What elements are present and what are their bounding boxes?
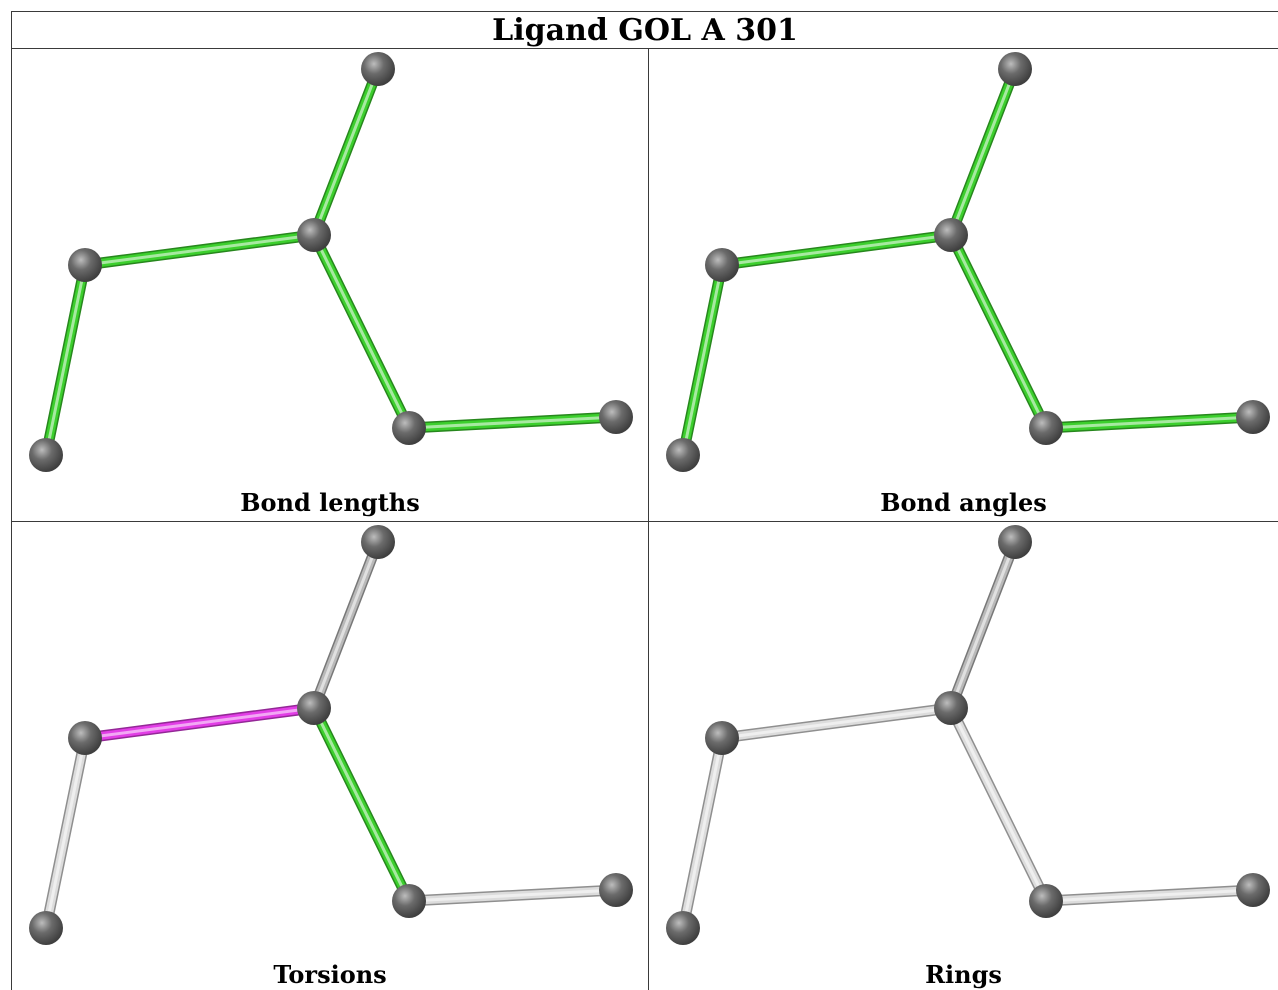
- bond-A2-A3: [716, 702, 957, 744]
- atom-A4: [998, 52, 1032, 86]
- bond-A3-A5: [308, 702, 415, 907]
- atom-A3: [297, 218, 331, 252]
- bond-A2-A3: [716, 229, 957, 271]
- panel-caption: Rings: [925, 960, 1002, 989]
- bond-A3-A4: [945, 536, 1021, 714]
- bond-A1-A2: [40, 732, 91, 934]
- bond-A3-A5: [945, 229, 1052, 434]
- panel-caption: Bond angles: [880, 488, 1047, 517]
- bond-A3-A4: [308, 536, 384, 714]
- panel-caption: Bond lengths: [240, 488, 420, 517]
- panel-caption: Torsions: [273, 960, 387, 989]
- bond-A3-A5: [308, 229, 415, 434]
- panel-bond-lengths: Bond lengths: [12, 49, 648, 521]
- atom-A3: [934, 691, 968, 725]
- molecule-view: [666, 52, 1270, 472]
- atom-A1: [29, 438, 63, 472]
- bond-A5-A6: [403, 411, 622, 434]
- bond-A2-A3: [79, 229, 320, 271]
- molecule-view: [29, 525, 633, 945]
- atom-A5: [1029, 884, 1063, 918]
- atom-A3: [934, 218, 968, 252]
- atom-A2: [705, 721, 739, 755]
- figure-frame: [11, 11, 1278, 990]
- atom-A6: [1236, 400, 1270, 434]
- atom-A5: [392, 411, 426, 445]
- atom-A2: [68, 721, 102, 755]
- bond-A1-A2: [677, 259, 728, 461]
- figure-title: Ligand GOL A 301: [492, 13, 798, 48]
- atom-A1: [666, 438, 700, 472]
- bond-A5-A6: [1040, 884, 1259, 907]
- atom-A1: [666, 911, 700, 945]
- atom-A5: [1029, 411, 1063, 445]
- atom-A6: [1236, 873, 1270, 907]
- atom-A4: [361, 525, 395, 559]
- atom-A4: [361, 52, 395, 86]
- atom-A2: [68, 248, 102, 282]
- atom-A5: [392, 884, 426, 918]
- title-divider: [11, 48, 1278, 49]
- atom-A6: [599, 400, 633, 434]
- atom-A4: [998, 525, 1032, 559]
- molecule-view: [29, 52, 633, 472]
- panel-rings: Rings: [649, 522, 1278, 990]
- bond-A5-A6: [403, 884, 622, 907]
- atom-A3: [297, 691, 331, 725]
- column-divider: [648, 48, 649, 990]
- bond-A2-A3: [79, 702, 320, 744]
- atom-A2: [705, 248, 739, 282]
- bond-A5-A6: [1040, 411, 1259, 434]
- molecule-view: [666, 525, 1270, 945]
- bond-A3-A4: [308, 63, 384, 241]
- row-divider: [11, 521, 1278, 522]
- panel-bond-angles: Bond angles: [649, 49, 1278, 521]
- atom-A1: [29, 911, 63, 945]
- panel-torsions: Torsions: [12, 522, 648, 990]
- atom-A6: [599, 873, 633, 907]
- bond-A3-A4: [945, 63, 1021, 241]
- bond-A1-A2: [677, 732, 728, 934]
- bond-A1-A2: [40, 259, 91, 461]
- bond-A3-A5: [945, 702, 1052, 907]
